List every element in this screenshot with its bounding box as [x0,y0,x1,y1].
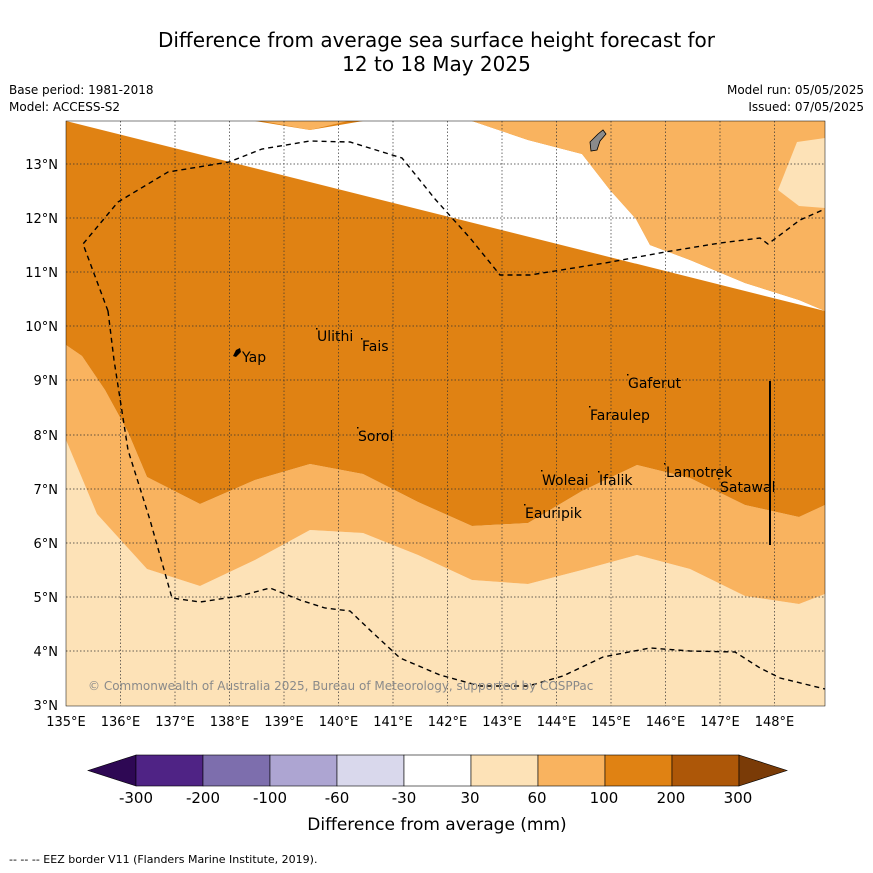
eez-footnote: -- -- -- EEZ border V11 (Flanders Marine… [9,853,318,866]
place-woleai: Woleai [542,473,589,489]
lon-label: 148°E [755,715,795,730]
place-eauripik: Eauripik [525,506,583,522]
grid-lines [66,121,825,706]
copyright-credit: © Commonwealth of Australia 2025, Bureau… [88,679,593,693]
place-yap: Yap [241,350,266,366]
lon-label: 135°E [46,715,86,730]
lat-label: 6°N [34,537,59,552]
colorbar-tick: 200 [657,789,686,807]
colorbar-segment [336,754,405,787]
meta-left: Base period: 1981-2018 Model: ACCESS-S2 [9,82,154,116]
model-run: Model run: 05/05/2025 [726,83,864,97]
lon-label: 141°E [373,715,413,730]
place-satawal: Satawal [720,480,775,496]
colorbar-segment [403,754,472,787]
place-gaferut: Gaferut [628,376,682,392]
lon-label: 145°E [591,715,631,730]
band-30-60-north [778,138,825,208]
lon-label: 137°E [155,715,195,730]
band-60-100-fill [66,345,825,604]
longitude-labels: 135°E 136°E 137°E 138°E 139°E 140°E 141°… [46,715,794,730]
colorbar-tick: -60 [325,789,350,807]
band-100-200 [66,121,825,526]
colorbar-tick: -200 [186,789,220,807]
lon-label: 143°E [482,715,522,730]
place-fais: Fais [362,339,389,355]
meta-right: Model run: 05/05/2025 Issued: 07/05/2025 [727,82,864,116]
lat-label: 12°N [25,212,58,227]
colorbar-tick: 60 [527,789,546,807]
colorbar-segment [202,754,271,787]
colorbar-tick: -100 [253,789,287,807]
colorbar-segment [604,754,673,787]
eez-border [82,140,825,690]
colorbar-segment [269,754,338,787]
colorbar-tick: 100 [590,789,619,807]
lon-label: 142°E [428,715,468,730]
colorbar-segment [671,754,740,787]
model-name: Model: ACCESS-S2 [9,100,121,114]
colorbar-tick: -300 [119,789,153,807]
band-60-100-north [472,121,825,311]
colorbar-ticks: -300 -200 -100 -60 -30 30 60 100 200 300 [119,789,752,807]
lat-label: 4°N [34,645,59,660]
colorbar-extend-low [87,754,137,787]
colorbar [87,754,788,787]
island-dots [316,328,720,506]
lat-label: 11°N [25,266,58,281]
lon-label: 139°E [264,715,304,730]
colorbar-tick: -30 [392,789,417,807]
title-line-2: 12 to 18 May 2025 [342,52,531,76]
title-line-1: Difference from average sea surface heig… [157,28,716,52]
place-ulithi: Ulithi [317,329,353,345]
yap-island [233,348,241,357]
colorbar-extend-high [738,754,788,787]
lat-label: 9°N [34,374,59,389]
guam-island [589,129,607,152]
colorbar-segment [470,754,539,787]
lon-label: 138°E [210,715,250,730]
band-60-100 [66,440,825,706]
lon-label: 147°E [700,715,740,730]
colorbar-segment [135,754,204,787]
lat-label: 13°N [25,158,58,173]
colorbar-label: Difference from average (mm) [307,815,566,835]
lat-label: 7°N [34,483,59,498]
latitude-labels: 13°N 12°N 11°N 10°N 9°N 8°N 7°N 6°N 5°N … [25,158,58,714]
lon-label: 146°E [646,715,686,730]
place-faraulep: Faraulep [590,408,650,424]
colorbar-segment [537,754,606,787]
place-sorol: Sorol [358,429,393,445]
band-60-100-top [262,121,348,130]
map-area: Yap Ulithi Fais Gaferut Faraulep Sorol W… [66,121,825,706]
place-ifalik: Ifalik [599,473,633,489]
place-lamotrek: Lamotrek [666,465,733,481]
issued-date: Issued: 07/05/2025 [748,100,864,114]
lat-label: 5°N [34,591,59,606]
lon-label: 136°E [101,715,141,730]
colorbar-tick: 300 [724,789,753,807]
map-title: Difference from average sea surface heig… [0,28,873,76]
base-period: Base period: 1981-2018 [9,83,154,97]
lon-label: 140°E [319,715,359,730]
lat-label: 8°N [34,429,59,444]
map-frame [65,120,826,707]
lat-label: 10°N [25,320,58,335]
colorbar-tick: 30 [460,789,479,807]
lat-label: 3°N [34,699,59,714]
lon-label: 144°E [537,715,577,730]
